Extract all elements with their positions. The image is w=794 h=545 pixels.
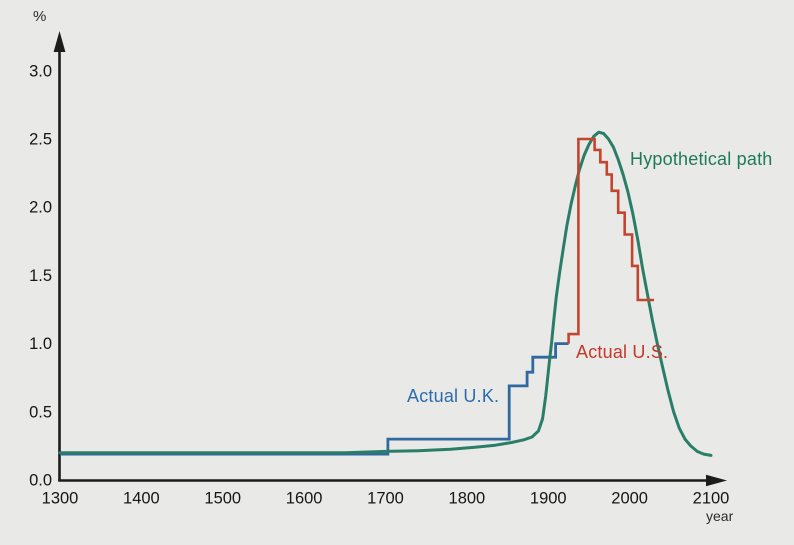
y-tick-label: 0.5 bbox=[29, 403, 52, 421]
x-axis-unit-label: year bbox=[706, 508, 734, 524]
x-tick-label: 1600 bbox=[286, 490, 323, 508]
series-actual-uk-line bbox=[60, 342, 569, 456]
x-axis-arrowhead bbox=[706, 474, 727, 487]
x-tick-label: 2100 bbox=[693, 490, 730, 508]
axes bbox=[53, 31, 727, 487]
y-tick-label: 0.0 bbox=[29, 472, 52, 490]
x-tick-label: 1900 bbox=[530, 490, 567, 508]
series-label-actual-us: Actual U.S. bbox=[576, 342, 669, 362]
x-tick-label: 1800 bbox=[449, 490, 486, 508]
y-tick-label: 1.5 bbox=[29, 267, 52, 285]
x-tick-label: 1300 bbox=[42, 490, 79, 508]
y-tick-label: 1.0 bbox=[29, 335, 52, 353]
y-axis-unit-label: % bbox=[33, 8, 47, 25]
y-tick-label: 3.0 bbox=[29, 62, 52, 80]
x-tick-label: 1400 bbox=[123, 490, 160, 508]
x-tick-label: 1500 bbox=[204, 490, 241, 508]
series-label-hypothetical-path: Hypothetical path bbox=[630, 149, 773, 169]
y-tick-label: 2.5 bbox=[29, 131, 52, 149]
series-actual-us-line bbox=[567, 137, 654, 344]
x-tick-label: 2000 bbox=[611, 490, 648, 508]
series-label-actual-uk: Actual U.K. bbox=[407, 386, 500, 406]
y-axis-arrowhead bbox=[53, 31, 66, 52]
tick-labels: 1300 1400 1500 1600 1700 1800 1900 2000 2100 3.0 2… bbox=[29, 62, 729, 507]
y-tick-label: 2.0 bbox=[29, 199, 52, 217]
series-hypothetical-path-line bbox=[58, 130, 713, 457]
x-tick-label: 1700 bbox=[367, 490, 404, 508]
